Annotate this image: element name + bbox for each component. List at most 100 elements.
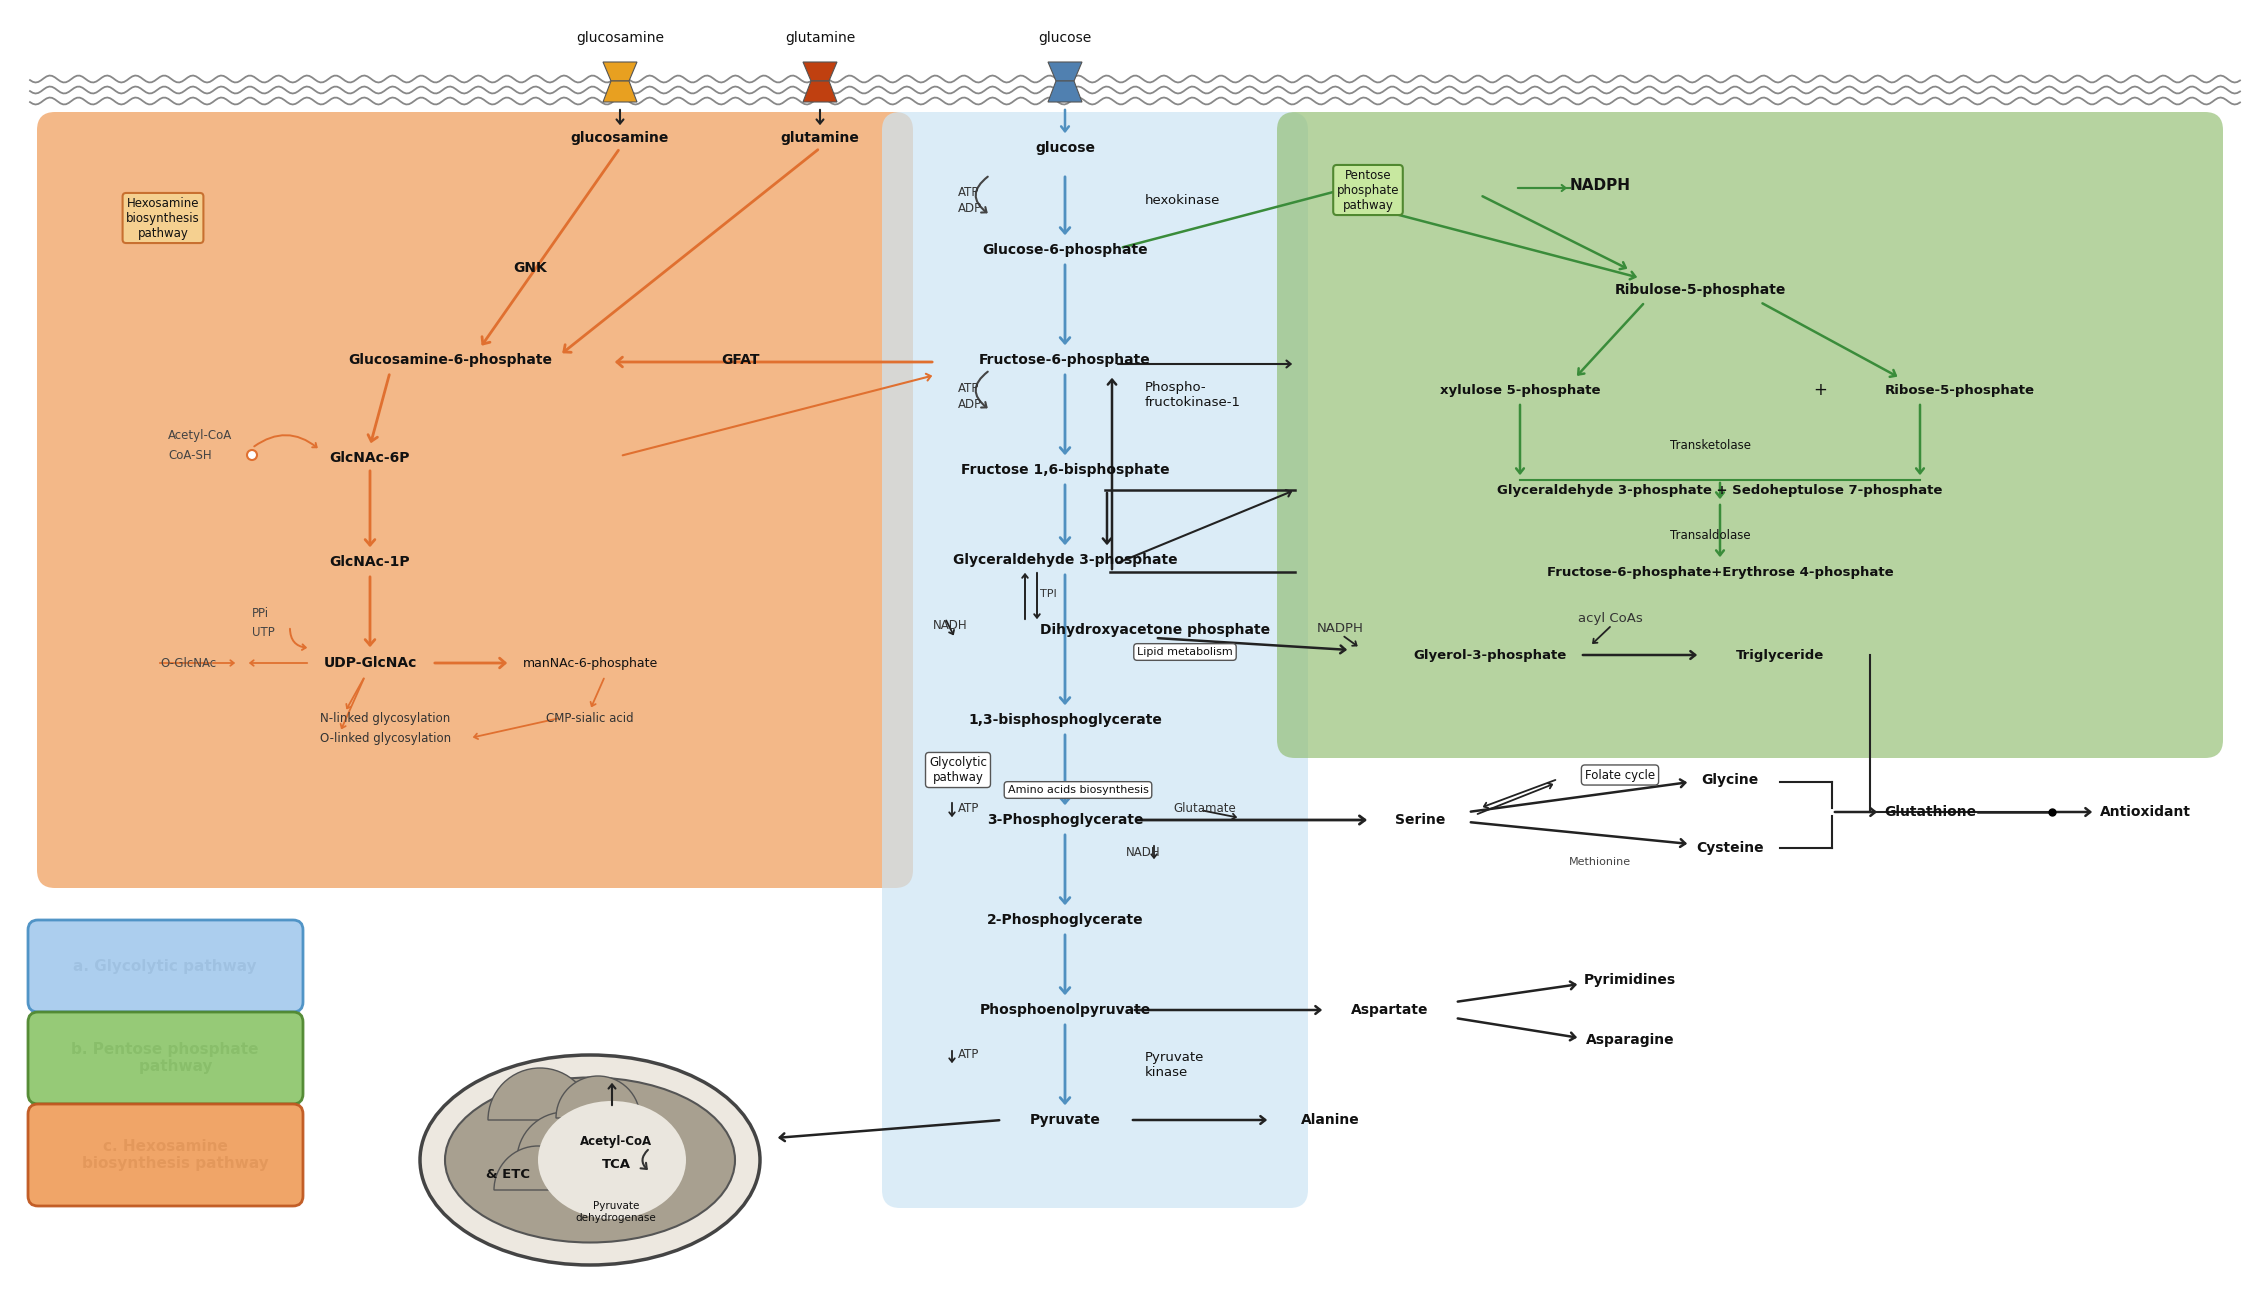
Text: Amino acids biosynthesis: Amino acids biosynthesis [1008,785,1149,795]
Text: Aspartate: Aspartate [1351,1003,1430,1017]
Polygon shape [802,81,836,103]
Text: Glutamate: Glutamate [1174,801,1237,814]
Text: Antioxidant: Antioxidant [2101,805,2191,818]
Text: Dihydroxyacetone phosphate: Dihydroxyacetone phosphate [1040,624,1269,637]
Text: GFAT: GFAT [721,353,759,368]
Polygon shape [603,62,637,81]
Text: N-linked glycosylation: N-linked glycosylation [320,712,451,725]
Text: Phosphoenolpyruvate: Phosphoenolpyruvate [979,1003,1151,1017]
Text: GlcNAc-6P: GlcNAc-6P [331,451,410,465]
Text: Glucosamine-6-phosphate: Glucosamine-6-phosphate [349,353,553,368]
Text: Methionine: Methionine [1568,857,1632,866]
Ellipse shape [537,1102,687,1218]
Text: PPi: PPi [252,607,270,620]
Text: glucosamine: glucosamine [571,131,668,145]
Text: O-linked glycosylation: O-linked glycosylation [320,731,451,744]
Text: acyl CoAs: acyl CoAs [1577,612,1643,625]
Wedge shape [576,1130,655,1170]
Text: Pyruvate
dehydrogenase: Pyruvate dehydrogenase [576,1202,657,1222]
Text: Pyrimidines: Pyrimidines [1584,973,1677,987]
Polygon shape [1047,81,1081,103]
Text: Glutathione: Glutathione [1883,805,1976,818]
Text: ADP: ADP [959,201,981,214]
FancyBboxPatch shape [36,112,913,889]
Text: UTP: UTP [252,626,274,639]
Text: Transaldolase: Transaldolase [1670,529,1749,542]
Text: b. Pentose phosphate
    pathway: b. Pentose phosphate pathway [70,1042,258,1074]
Text: CMP-sialic acid: CMP-sialic acid [546,712,634,725]
Text: Glyceraldehyde 3-phosphate: Glyceraldehyde 3-phosphate [952,553,1178,566]
Text: Fructose-6-phosphate+Erythrose 4-phosphate: Fructose-6-phosphate+Erythrose 4-phospha… [1548,565,1894,578]
Text: Fructose-6-phosphate: Fructose-6-phosphate [979,353,1151,368]
Text: glucosamine: glucosamine [576,31,664,45]
Text: 3-Phosphoglycerate: 3-Phosphoglycerate [986,813,1144,827]
FancyBboxPatch shape [1278,112,2223,759]
Ellipse shape [419,1055,759,1265]
Text: Phospho-
fructokinase-1: Phospho- fructokinase-1 [1144,381,1242,409]
Text: NADH: NADH [1126,846,1160,859]
Text: NADPH: NADPH [1317,621,1364,634]
Polygon shape [802,62,836,81]
Text: Glucose-6-phosphate: Glucose-6-phosphate [981,243,1149,257]
Text: 1,3-bisphosphoglycerate: 1,3-bisphosphoglycerate [968,713,1162,727]
Text: c. Hexosamine
    biosynthesis pathway: c. Hexosamine biosynthesis pathway [61,1139,270,1172]
Text: Alanine: Alanine [1301,1113,1360,1128]
Text: Glycolytic
pathway: Glycolytic pathway [929,756,988,785]
Text: 2-Phosphoglycerate: 2-Phosphoglycerate [986,913,1144,927]
Polygon shape [1047,62,1081,81]
Polygon shape [603,81,637,103]
Text: Glycine: Glycine [1702,773,1758,787]
FancyBboxPatch shape [27,920,304,1012]
FancyBboxPatch shape [27,1012,304,1104]
Text: Glyceraldehyde 3-phosphate + Sedoheptulose 7-phosphate: Glyceraldehyde 3-phosphate + Sedoheptulo… [1498,483,1942,496]
Text: Cysteine: Cysteine [1697,840,1763,855]
Text: Hexosamine
biosynthesis
pathway: Hexosamine biosynthesis pathway [127,196,199,239]
Text: glucose: glucose [1036,142,1094,155]
Text: xylulose 5-phosphate: xylulose 5-phosphate [1439,383,1600,396]
Ellipse shape [444,1077,734,1243]
Text: Acetyl-CoA: Acetyl-CoA [168,429,231,442]
Text: UDP-GlcNAc: UDP-GlcNAc [324,656,417,670]
Wedge shape [494,1146,582,1190]
Text: manNAc-6-phosphate: manNAc-6-phosphate [523,656,657,669]
Text: TPI: TPI [1040,588,1056,599]
Text: Transketolase: Transketolase [1670,439,1752,452]
FancyBboxPatch shape [881,112,1307,1208]
Text: & ETC: & ETC [485,1169,530,1182]
Text: GNK: GNK [512,261,546,275]
Text: Acetyl-CoA: Acetyl-CoA [580,1135,653,1148]
Wedge shape [487,1068,591,1120]
Text: NADH: NADH [934,618,968,631]
Circle shape [247,449,256,460]
Text: ATP: ATP [959,801,979,814]
Text: O-GlcNAc: O-GlcNAc [161,656,215,669]
FancyBboxPatch shape [27,1104,304,1205]
Text: Asparagine: Asparagine [1586,1033,1675,1047]
Text: CoA-SH: CoA-SH [168,448,211,461]
Text: a. Glycolytic pathway: a. Glycolytic pathway [73,959,256,973]
Text: Ribose-5-phosphate: Ribose-5-phosphate [1885,383,2035,396]
Text: Pentose
phosphate
pathway: Pentose phosphate pathway [1337,169,1398,212]
Text: hexokinase: hexokinase [1144,194,1221,207]
Text: Ribulose-5-phosphate: Ribulose-5-phosphate [1613,283,1786,297]
Text: Serine: Serine [1396,813,1446,827]
Text: +: + [1813,381,1826,399]
Text: Pyruvate: Pyruvate [1029,1113,1101,1128]
Text: ADP: ADP [959,397,981,410]
Text: ATP: ATP [959,1047,979,1060]
Wedge shape [555,1076,639,1118]
Wedge shape [517,1112,614,1160]
Text: Lipid metabolism: Lipid metabolism [1138,647,1233,657]
Text: Triglyceride: Triglyceride [1736,648,1824,661]
Text: GlcNAc-1P: GlcNAc-1P [329,555,410,569]
Text: glutamine: glutamine [784,31,854,45]
Text: Pyruvate
kinase: Pyruvate kinase [1144,1051,1203,1079]
Text: ATP: ATP [959,186,979,199]
Text: ATP: ATP [959,382,979,395]
Text: Fructose 1,6-bisphosphate: Fructose 1,6-bisphosphate [961,462,1169,477]
Text: Glyerol-3-phosphate: Glyerol-3-phosphate [1414,648,1566,661]
Text: glutamine: glutamine [780,131,859,145]
Text: Folate cycle: Folate cycle [1584,769,1654,782]
Text: TCA: TCA [600,1159,630,1172]
Text: NADPH: NADPH [1570,178,1632,192]
